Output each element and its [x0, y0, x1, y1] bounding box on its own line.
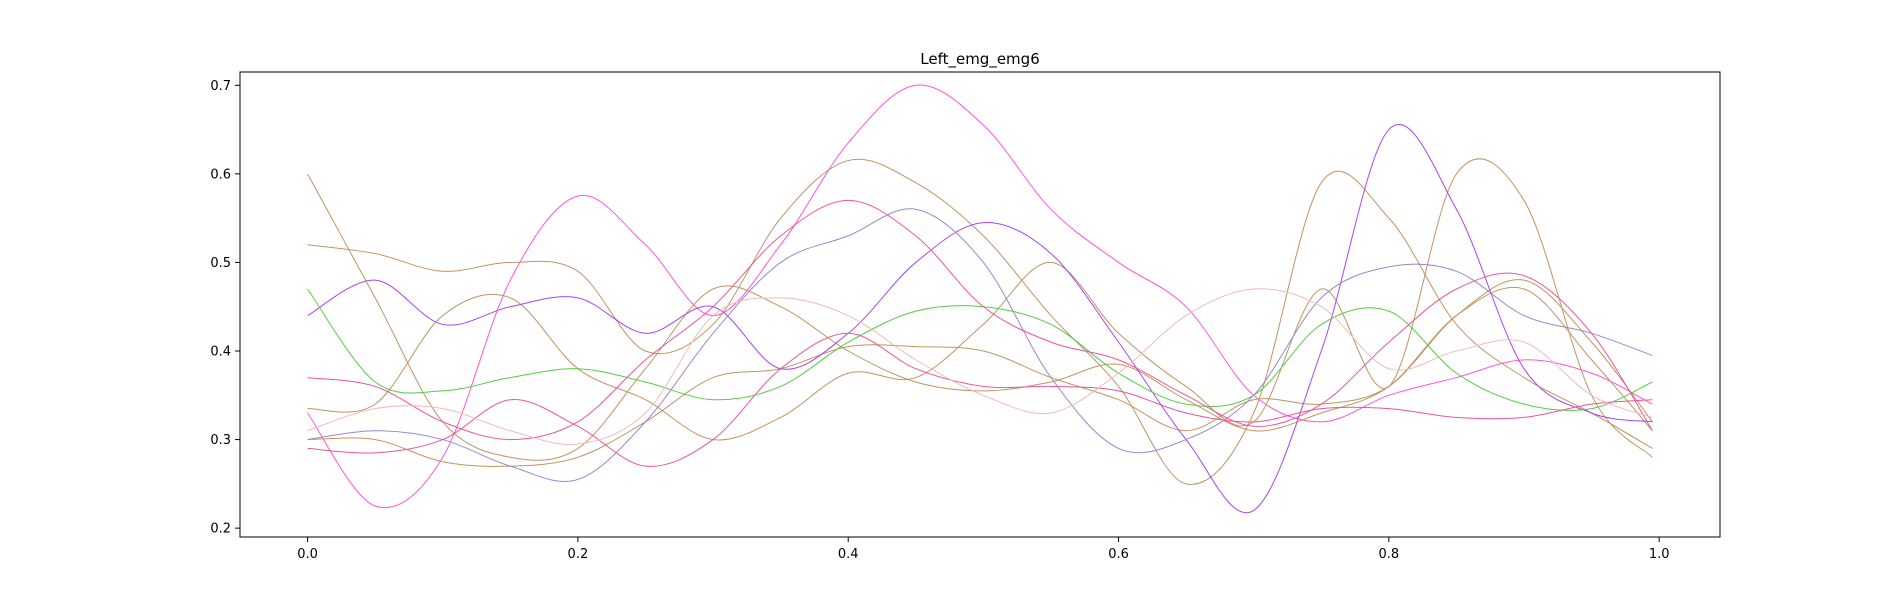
- axes-layer: 0.0 0.2 0.4 0.6 0.8 1.0 0.2 0.3 0.4 0.5 0.6 0.7: [210, 79, 1669, 562]
- plot-frame: [239, 71, 1721, 538]
- x-tick-label: 1.0: [1649, 547, 1670, 562]
- series-line: [307, 208, 1653, 482]
- series-line: [307, 158, 1653, 485]
- series-line: [307, 199, 1653, 441]
- y-tick-label: 0.3: [210, 433, 231, 448]
- x-tick-label: 0.2: [568, 547, 589, 562]
- y-tick-label: 0.7: [210, 79, 231, 94]
- series-line: [307, 123, 1653, 514]
- series-line: [307, 332, 1653, 467]
- y-tick-label: 0.2: [210, 522, 231, 537]
- x-tick-label: 0.8: [1379, 547, 1400, 562]
- y-tick-label: 0.6: [210, 167, 231, 182]
- x-tick-label: 0.0: [297, 547, 318, 562]
- series-layer: [307, 84, 1653, 514]
- series-line: [307, 279, 1653, 467]
- series-line: [307, 84, 1653, 508]
- x-tick-label: 0.6: [1108, 547, 1129, 562]
- series-line: [307, 173, 1653, 461]
- y-tick-label: 0.5: [210, 256, 231, 271]
- x-tick-label: 0.4: [838, 547, 859, 562]
- y-tick-label: 0.4: [210, 345, 231, 360]
- series-line: [307, 288, 1653, 446]
- chart-title: Left_emg_emg6: [920, 50, 1040, 69]
- series-line: [307, 158, 1653, 458]
